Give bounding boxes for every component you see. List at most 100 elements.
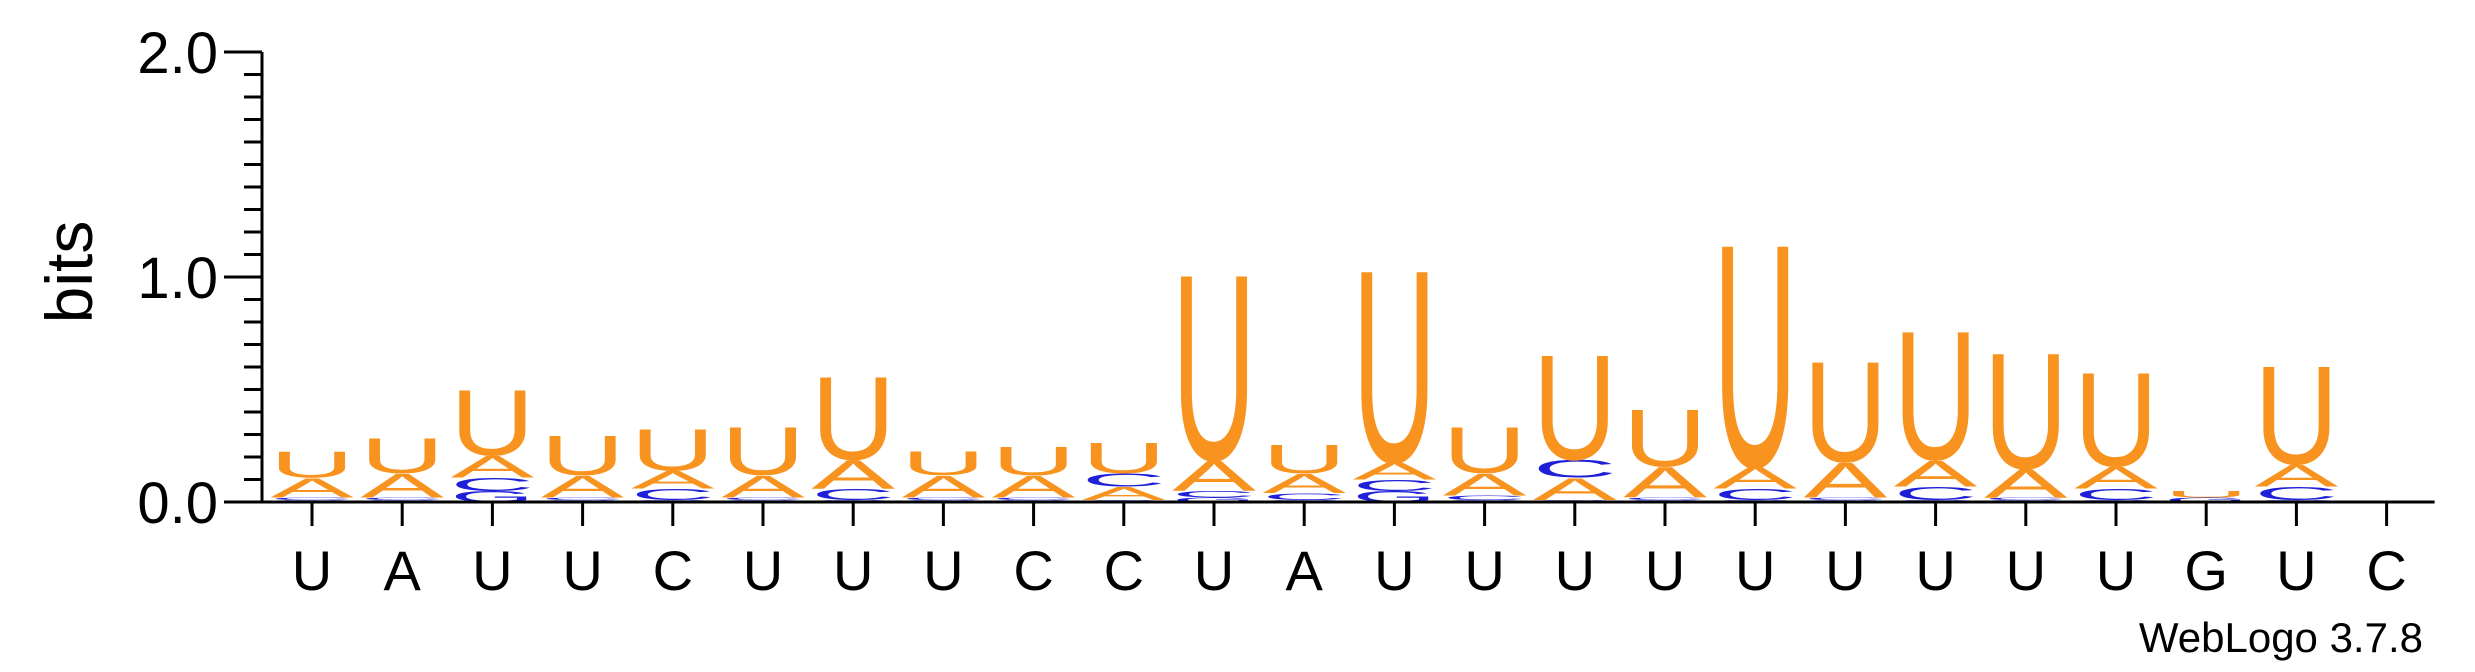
x-tick-label: U bbox=[743, 539, 783, 602]
logo-letter-c: C bbox=[1713, 486, 1797, 504]
x-tick-label: U bbox=[923, 539, 963, 602]
x-tick-label: U bbox=[1645, 539, 1685, 602]
x-tick-label: A bbox=[1286, 539, 1324, 602]
x-tick-label: A bbox=[384, 539, 422, 602]
logo-letter-c: C bbox=[2074, 486, 2158, 504]
logo-letter-a: A bbox=[451, 449, 535, 484]
logo-letter-a: A bbox=[902, 469, 986, 504]
logo-letter-c: C bbox=[811, 486, 895, 504]
logo-letter-u: U bbox=[1984, 319, 2068, 504]
logo-letter-a: A bbox=[2074, 460, 2158, 495]
logo-letter-u: U bbox=[270, 444, 354, 486]
logo-letter-a: A bbox=[1443, 467, 1527, 502]
logo-letter-u: U bbox=[450, 370, 534, 475]
logo-letter-a: A bbox=[992, 469, 1076, 504]
logo-letter-a: A bbox=[1984, 461, 2068, 506]
logo-letter-u: U bbox=[1623, 393, 1707, 484]
logo-letter-u: U bbox=[1713, 178, 1797, 534]
logo-letter-a: A bbox=[2255, 458, 2339, 493]
logo-letter-u: U bbox=[631, 416, 715, 483]
logo-letter-a: A bbox=[1082, 483, 1166, 504]
logo-letter-u: U bbox=[1172, 220, 1256, 517]
logo-letter-u: U bbox=[2164, 489, 2248, 499]
logo-letter-u: U bbox=[901, 444, 985, 482]
logo-letter-u: U bbox=[360, 428, 444, 484]
x-tick-label: U bbox=[833, 539, 873, 602]
x-tick-label: G bbox=[2184, 539, 2228, 602]
logo-letter-u: U bbox=[992, 439, 1076, 484]
logo-letter-c: C bbox=[450, 474, 534, 495]
logo-letter-a: A bbox=[1894, 452, 1978, 494]
logo-letter-a: A bbox=[721, 469, 805, 504]
logo-letter-c: C bbox=[2254, 483, 2338, 504]
x-tick-label: U bbox=[2006, 539, 2046, 602]
logo-column: GACU bbox=[1082, 433, 1166, 504]
x-tick-label: U bbox=[292, 539, 332, 602]
x-tick-label: C bbox=[1013, 539, 1053, 602]
logo-column: GACU bbox=[1533, 325, 1617, 506]
logo-letter-c: C bbox=[1352, 477, 1436, 495]
x-tick-label: U bbox=[2276, 539, 2316, 602]
logo-letter-u: U bbox=[1443, 414, 1527, 487]
logo-letter-c: C bbox=[721, 497, 805, 500]
logo-letter-u: U bbox=[811, 352, 895, 484]
logo-letter-g: G bbox=[1172, 496, 1256, 503]
logo-letter-a: A bbox=[811, 452, 895, 497]
x-tick-label: U bbox=[1194, 539, 1234, 602]
logo-letter-c: C bbox=[1262, 491, 1346, 501]
x-tick-label: U bbox=[1464, 539, 1504, 602]
logo-letter-u: U bbox=[1352, 213, 1436, 520]
x-tick-label: U bbox=[1555, 539, 1595, 602]
x-tick-label: U bbox=[1825, 539, 1865, 602]
logo-letter-u: U bbox=[1894, 292, 1978, 499]
logo-letter-c: C bbox=[631, 486, 715, 504]
y-axis-label: bits bbox=[32, 221, 106, 324]
logo-letter-a: A bbox=[1804, 453, 1888, 509]
logo-letter-c: C bbox=[1443, 494, 1527, 501]
y-tick-label: 0.0 bbox=[137, 471, 218, 536]
logo-letter-u: U bbox=[1533, 325, 1617, 492]
logo-letter-a: A bbox=[1353, 457, 1438, 485]
logo-letter-c: C bbox=[901, 497, 985, 500]
logo-letter-u: U bbox=[721, 414, 805, 490]
logo-letter-a: A bbox=[1623, 458, 1707, 507]
x-tick-label: U bbox=[1735, 539, 1775, 602]
logo-letter-c: C bbox=[1623, 497, 1707, 500]
logo-letter-a: A bbox=[631, 466, 716, 494]
logo-letter-a: A bbox=[1713, 460, 1797, 495]
logo-column: GU bbox=[2164, 489, 2248, 503]
logo-letter-a: A bbox=[270, 472, 354, 503]
y-tick-label: 2.0 bbox=[137, 21, 218, 86]
logo-letter-u: U bbox=[2254, 337, 2338, 494]
logo-letter-u: U bbox=[1262, 436, 1346, 481]
logo-letter-u: U bbox=[1803, 332, 1887, 493]
logo-letter-a: A bbox=[541, 469, 625, 504]
y-tick-label: 1.0 bbox=[137, 246, 218, 311]
logo-letter-c: C bbox=[1803, 497, 1887, 500]
logo-letter-g: G bbox=[2164, 496, 2248, 503]
logo-letter-c: C bbox=[541, 497, 625, 500]
logo-letter-c: C bbox=[360, 497, 444, 500]
y-axis: 0.0 1.0 2.0 bbox=[137, 21, 264, 536]
logo-letter-u: U bbox=[541, 425, 625, 488]
logo-letter-c: C bbox=[1984, 497, 2068, 500]
